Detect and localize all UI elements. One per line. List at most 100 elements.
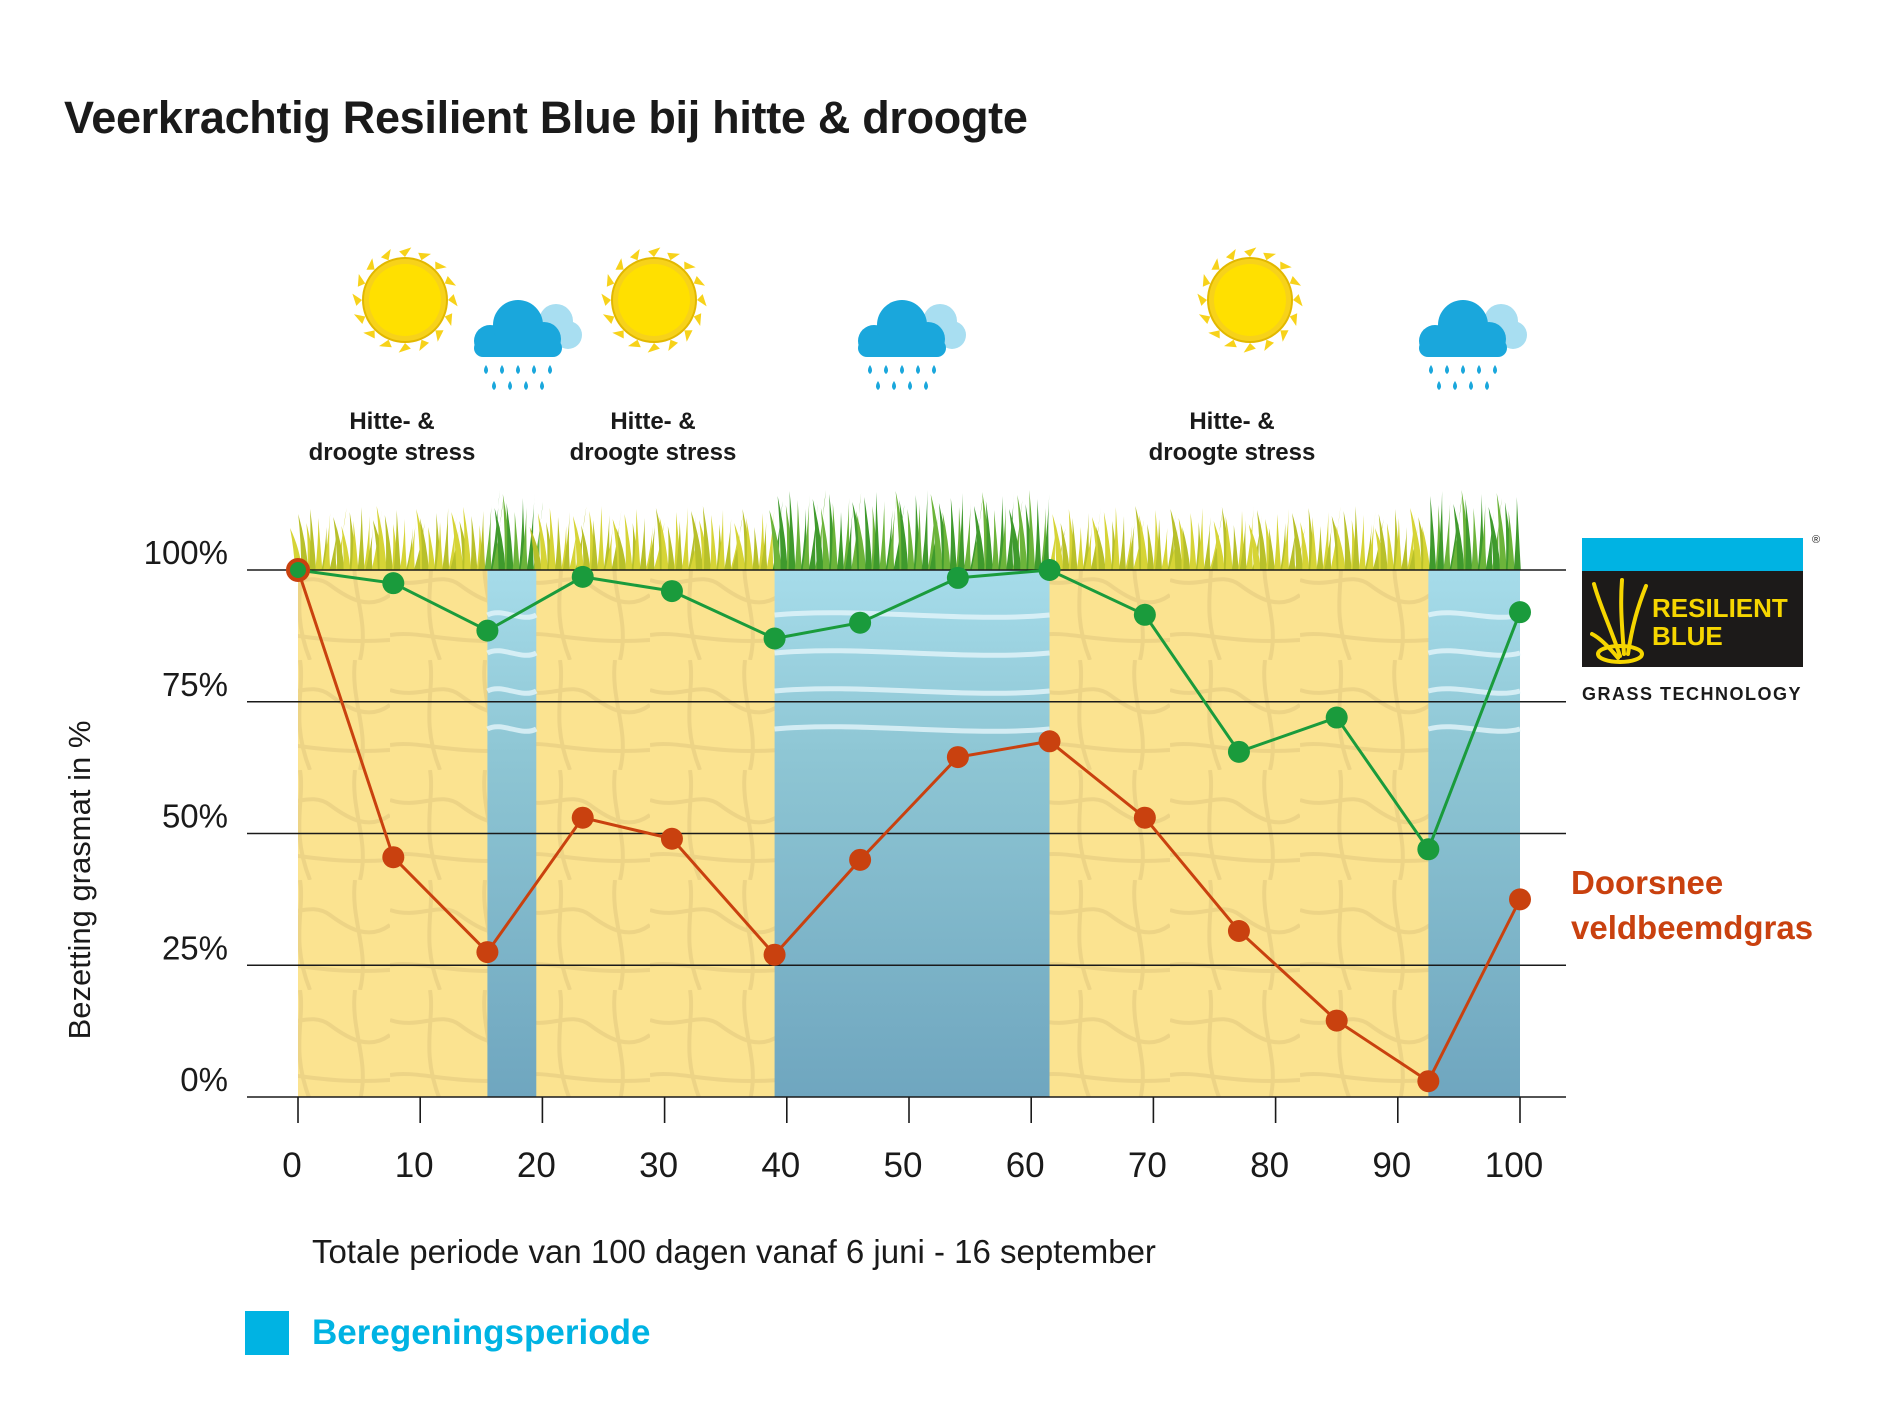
grass-blade [1378,514,1388,570]
grass-blade [949,498,957,570]
logo-top-band [1582,538,1803,571]
sun-ray [379,339,392,348]
grass-blade [506,503,514,570]
stress-label-1: Hitte- & droogte stress [282,406,502,468]
sun-ray [601,293,611,306]
cloud-base [1419,339,1507,357]
rain-drop [1477,365,1481,374]
grass-blade [548,508,556,570]
grass-blade [963,502,971,570]
rain-drop [892,381,896,390]
grass-blade [992,510,1000,570]
grass-blade [887,496,897,570]
grass-blade [1310,517,1318,570]
rain-drop [508,381,512,390]
grass-blade [484,504,492,570]
rain-drop [492,381,496,390]
cloud-back [1499,321,1527,349]
weather-icons [352,247,1527,390]
grass-blade [1465,499,1473,570]
grass-blade [856,511,866,570]
grass-blade [399,519,407,570]
grass-blade [1496,493,1507,570]
grass-blade [851,493,862,570]
x-tick-label: 90 [1372,1146,1411,1185]
grass-blade [569,521,579,570]
water-ripple [1427,686,1521,696]
grass-blade [710,515,718,570]
grass-blade [442,508,450,570]
grass-blade [1126,511,1136,570]
grass-blade [428,527,436,570]
resilient-blue-logo: RESILIENT BLUE [1582,538,1803,667]
grass-blade [333,517,345,570]
logo-subtitle: GRASS TECHNOLOGY [1582,684,1803,704]
grass-blade [1408,522,1419,570]
grass-blade [1488,507,1501,570]
rain-drop [1429,365,1433,374]
x-tick-label: 80 [1250,1146,1289,1185]
x-tick-label: 10 [395,1146,434,1185]
rain-drop [1485,381,1489,390]
series-label-line2: veldbeemdgras [1571,909,1814,946]
grass-blade [718,510,725,570]
grass-blade [1070,518,1078,570]
x-tick-label: 20 [517,1146,556,1185]
grass-blade [837,512,844,570]
grass-blade [1084,522,1093,570]
series-2-point [849,848,872,871]
stress-label-3-line1: Hitte- & [1189,408,1275,435]
logo-text: RESILIENT BLUE [1652,594,1788,650]
sun-ray [398,343,411,353]
sun-ray [1293,294,1303,307]
x-axis-label: Totale periode van 100 dagen vanaf 6 jun… [312,1233,1156,1270]
grass-blade [1182,527,1191,570]
grass-blade [1401,527,1408,570]
sun-ray [668,339,679,352]
grass-blade [1028,490,1036,570]
cloud-base [858,339,946,357]
sun-ray [352,293,362,306]
rain-drop [932,365,936,374]
rain-drop [1493,365,1497,374]
x-axis [297,1097,1521,1123]
stress-label-3-line2: droogte stress [1148,439,1316,466]
series-1-point [1509,601,1531,624]
grass-blade [1343,511,1352,570]
sun-ray [606,274,615,287]
grass-blade [769,510,782,570]
grass-blade [752,527,760,570]
sun-ray [612,330,624,339]
grass-blade [1052,514,1064,570]
sun-ray [697,294,707,307]
grass-blade [942,512,951,570]
stress-label-3: Hitte- & droogte stress [1122,406,1342,468]
series-1-point [382,572,405,595]
water-ripple [486,724,538,734]
grass-blade [315,518,323,570]
grass-strip [290,490,1521,570]
series-2-point [1227,919,1250,942]
grass-blade [1429,496,1437,570]
sun-ray [1202,274,1211,287]
grass-blade [974,506,985,570]
grass-blade [1471,508,1479,570]
grass-blade [879,501,887,570]
rain-drop [540,381,544,390]
sun-core [1214,264,1286,336]
series-1-point [1133,603,1156,626]
sun-ray [1289,313,1298,326]
grass-blade [529,527,542,570]
y-tick-label: 25% [162,929,228,966]
grass-blade [1288,518,1298,570]
water-ripple [486,610,538,620]
grass-blade [611,510,622,570]
grass-blade [573,516,584,570]
sun-ray [435,330,444,342]
grass-blade [675,521,683,570]
series-1-point [946,566,969,589]
sun-ray [693,313,702,326]
grass-blade [1358,515,1366,570]
grass-blade [478,511,486,570]
